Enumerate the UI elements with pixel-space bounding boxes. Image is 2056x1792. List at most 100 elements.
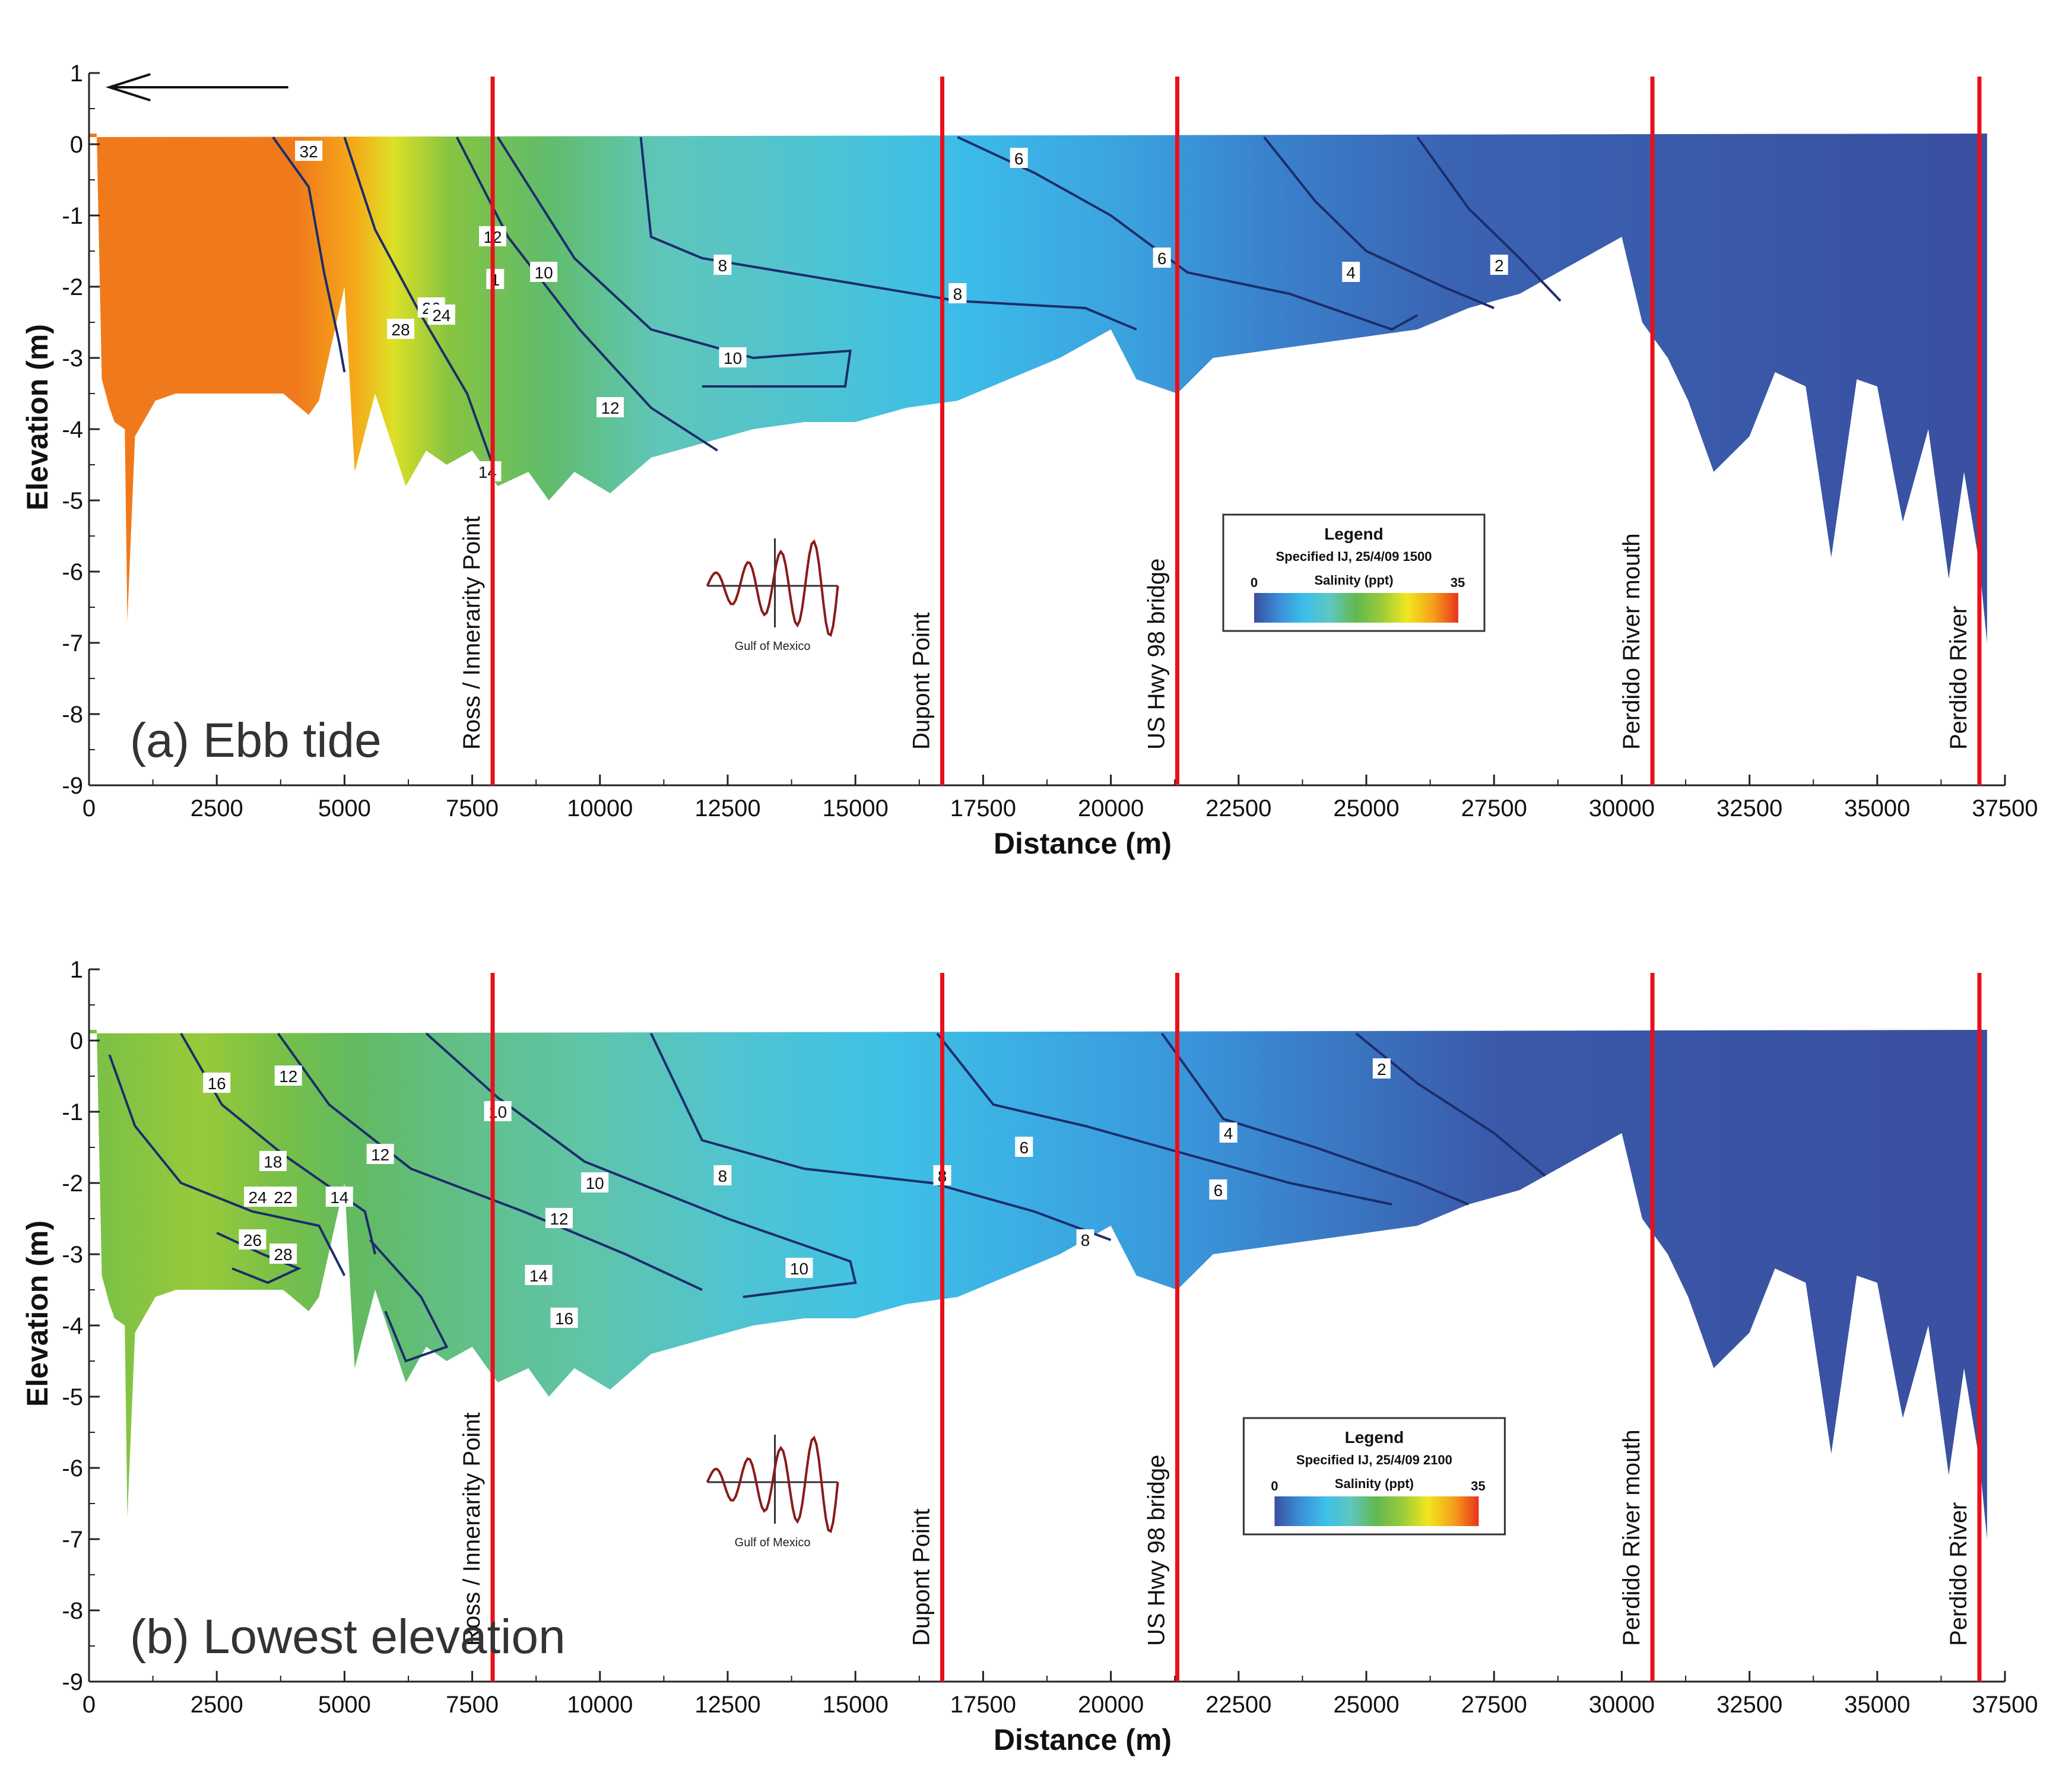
x-ticks: 0 2500 5000 7500 10000 12500 15000 17500 20000 22… xyxy=(83,1671,2038,1718)
y-tick-label: -9 xyxy=(62,773,83,799)
panel-label: (b) Lowest elevation xyxy=(130,1610,566,1664)
legend-colorbar xyxy=(1274,1496,1479,1526)
x-tick-label: 12500 xyxy=(694,795,760,822)
contour-line xyxy=(639,137,1137,331)
tide-inset: Gulf of Mexico xyxy=(706,1435,839,1549)
legend: Legend Specified IJ, 25/4/09 2100 0 Salinit… xyxy=(1242,1417,1506,1536)
x-tick-label: 7500 xyxy=(446,795,499,822)
svg-text:6: 6 xyxy=(1214,1181,1223,1200)
contour-label-7: 14 xyxy=(325,1187,353,1207)
contour-label-13: 6 xyxy=(1153,248,1171,268)
contour-label-18: 8 xyxy=(1076,1229,1094,1249)
legend-colorbar xyxy=(1254,593,1458,623)
y-tick-label: -5 xyxy=(62,488,83,514)
x-tick-label: 37500 xyxy=(1972,795,2038,822)
x-tick-label: 5000 xyxy=(318,795,371,822)
x-tick-label: 2500 xyxy=(191,795,243,822)
svg-text:24: 24 xyxy=(432,306,450,325)
x-tick-label: 15000 xyxy=(823,1692,889,1718)
legend-title: Legend xyxy=(1324,525,1384,543)
contour-label-3: 10 xyxy=(530,262,558,282)
marker-label-0: Ross / Innerarity Point xyxy=(459,516,485,750)
x-tick-label: 10000 xyxy=(567,1692,633,1718)
svg-text:10: 10 xyxy=(586,1174,604,1192)
contour-line xyxy=(1161,1032,1469,1206)
contour-line xyxy=(936,1032,1392,1206)
svg-text:8: 8 xyxy=(953,285,963,303)
location-markers: Ross / Innerarity Point Dupont Point US Hw… xyxy=(459,77,1982,785)
y-tick-label: -2 xyxy=(62,274,83,300)
legend-variable: Salinity (ppt) xyxy=(1314,573,1393,588)
tide-wave-icon xyxy=(706,1435,839,1533)
x-tick-label: 35000 xyxy=(1844,795,1910,822)
x-tick-label: 22500 xyxy=(1205,795,1271,822)
y-tick-label: -1 xyxy=(62,203,83,229)
salinity-field xyxy=(89,1030,1987,1539)
panel-label: (a) Ebb tide xyxy=(130,713,382,767)
x-tick-label: 30000 xyxy=(1589,1692,1655,1718)
contour-label-15: 10 xyxy=(785,1258,813,1278)
marker-label-2: US Hwy 98 bridge xyxy=(1144,559,1170,750)
contour-label-8: 10 xyxy=(719,347,747,367)
x-tick-label: 30000 xyxy=(1589,795,1655,822)
contour-label-1: 12 xyxy=(274,1065,302,1086)
x-tick-label: 25000 xyxy=(1333,1692,1399,1718)
marker-label-1: Dupont Point xyxy=(909,1509,935,1646)
y-tick-label: 1 xyxy=(70,957,83,983)
contour-label-10: 14 xyxy=(474,461,502,481)
contour-line xyxy=(957,136,1419,331)
contour-label-15: 2 xyxy=(1490,255,1508,275)
legend-subtitle: Specified IJ, 25/4/09 1500 xyxy=(1276,549,1432,564)
svg-text:12: 12 xyxy=(371,1146,389,1164)
legend-title: Legend xyxy=(1345,1428,1404,1447)
x-tick-label: 37500 xyxy=(1972,1692,2038,1718)
x-tick-label: 20000 xyxy=(1078,795,1144,822)
y-tick-label: -9 xyxy=(62,1669,83,1695)
svg-text:12: 12 xyxy=(279,1067,297,1086)
y-tick-label: -4 xyxy=(62,1313,83,1339)
contour-line xyxy=(272,136,346,373)
x-tick-label: 20000 xyxy=(1078,1692,1144,1718)
x-tick-label: 27500 xyxy=(1461,795,1527,822)
svg-text:8: 8 xyxy=(718,1167,728,1185)
svg-text:10: 10 xyxy=(535,264,553,282)
contour-line xyxy=(1263,136,1495,309)
svg-text:2: 2 xyxy=(1377,1060,1386,1079)
svg-text:28: 28 xyxy=(274,1245,293,1264)
marker-label-3: Perdido River mouth xyxy=(1619,533,1645,750)
y-ticks: 1 0 -1 -2 -3 -4 -5 -6 -7 -8 -9 xyxy=(62,61,100,799)
contour-line xyxy=(277,1032,703,1291)
marker-label-3: Perdido River mouth xyxy=(1619,1429,1645,1646)
marker-label-4: Perdido River xyxy=(1946,606,1972,750)
chart-panel-b: 161210121824221426281012141681086864210-… xyxy=(21,957,2038,1756)
x-tick-label: 25000 xyxy=(1333,795,1399,822)
contour-label-4: 18 xyxy=(259,1151,287,1171)
x-tick-label: 22500 xyxy=(1205,1692,1271,1718)
contour-line xyxy=(108,1054,346,1276)
contour-line xyxy=(1416,136,1562,302)
y-tick-label: -6 xyxy=(62,559,83,585)
svg-text:12: 12 xyxy=(550,1210,568,1228)
y-tick-label: -2 xyxy=(62,1171,83,1197)
y-tick-label: 0 xyxy=(70,132,83,158)
y-tick-label: -7 xyxy=(62,1527,83,1553)
svg-text:4: 4 xyxy=(1224,1124,1233,1143)
contour-label-0: 32 xyxy=(295,141,323,161)
x-tick-label: 12500 xyxy=(694,1692,760,1718)
x-tick-label: 2500 xyxy=(191,1692,243,1718)
legend-subtitle: Specified IJ, 25/4/09 2100 xyxy=(1296,1452,1452,1467)
contour-label-10: 10 xyxy=(581,1172,609,1192)
inset-label: Gulf of Mexico xyxy=(735,1536,811,1549)
contour-line xyxy=(496,136,852,388)
svg-text:14: 14 xyxy=(529,1267,548,1285)
contour-label-9: 12 xyxy=(597,397,624,417)
svg-text:14: 14 xyxy=(330,1188,348,1207)
marker-label-0: Ross / Innerarity Point xyxy=(459,1413,485,1647)
y-tick-label: -4 xyxy=(62,417,83,443)
svg-text:6: 6 xyxy=(1157,249,1167,268)
contour-label-8: 26 xyxy=(239,1229,266,1249)
contour-label-20: 4 xyxy=(1219,1122,1238,1143)
x-tick-label: 10000 xyxy=(567,795,633,822)
salinity-field xyxy=(89,134,1987,643)
